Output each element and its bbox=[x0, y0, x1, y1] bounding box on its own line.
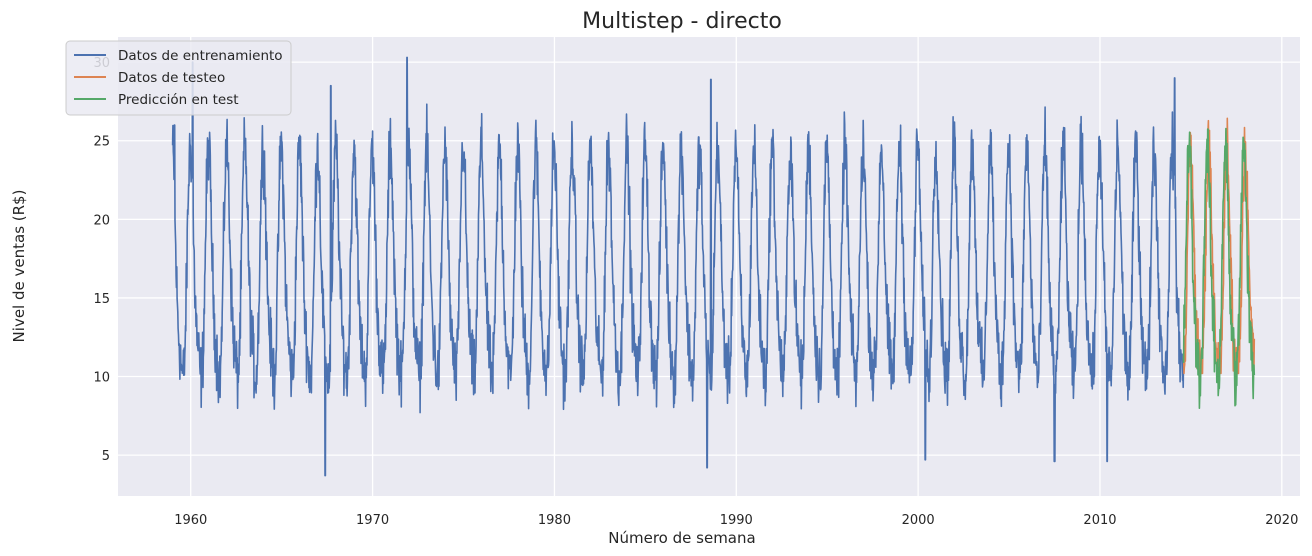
grid bbox=[118, 37, 1300, 496]
x-tick-labels: 1960 1970 1980 1990 2000 2010 2020 bbox=[174, 513, 1298, 528]
legend: Datos de entrenamiento Datos de testeo P… bbox=[65, 40, 292, 116]
x-axis-label: Número de semana bbox=[608, 529, 755, 547]
plot-background bbox=[118, 37, 1300, 496]
legend-label-prediction: Predicción en test bbox=[118, 92, 239, 108]
x-tick-label: 2020 bbox=[1265, 513, 1298, 528]
y-tick-label: 25 bbox=[93, 135, 110, 150]
legend-box bbox=[65, 40, 292, 116]
legend-label-test: Datos de testeo bbox=[118, 70, 225, 86]
x-tick-label: 2010 bbox=[1083, 513, 1116, 528]
series-line-0 bbox=[171, 56, 1185, 477]
legend-label-training: Datos de entrenamiento bbox=[118, 48, 283, 64]
x-tick-label: 1980 bbox=[538, 513, 571, 528]
y-tick-label: 10 bbox=[93, 371, 110, 386]
chart-title: Multistep - directo bbox=[582, 9, 782, 34]
y-tick-label: 15 bbox=[93, 292, 110, 307]
x-tick-label: 1970 bbox=[356, 513, 389, 528]
series-line-2 bbox=[1182, 127, 1256, 409]
x-tick-label: 1990 bbox=[720, 513, 753, 528]
y-axis-label: Nivel de ventas (R$) bbox=[10, 190, 28, 343]
y-tick-label: 20 bbox=[93, 213, 110, 228]
series-layer bbox=[171, 56, 1256, 477]
x-tick-label: 1960 bbox=[174, 513, 207, 528]
y-tick-label: 5 bbox=[102, 449, 110, 464]
x-tick-label: 2000 bbox=[902, 513, 935, 528]
